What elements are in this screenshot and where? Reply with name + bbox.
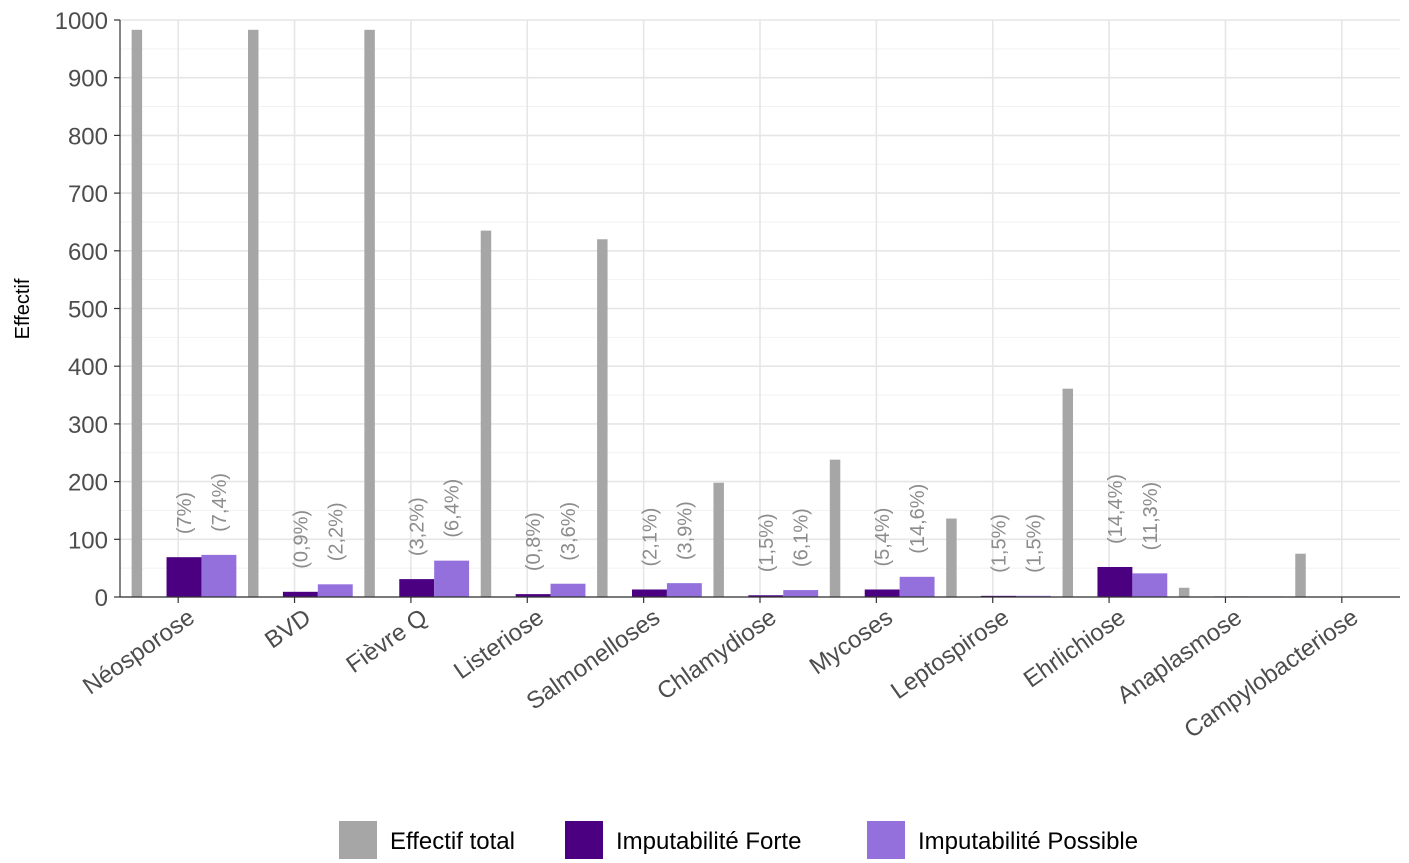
x-tick-label: Ehrlichiose (1019, 604, 1131, 693)
x-tick-label: Listeriose (449, 604, 549, 685)
bar-0-9 (1178, 587, 1190, 597)
legend-label: Effectif total (390, 828, 515, 855)
bar-0-0 (131, 29, 143, 597)
bar-0-5 (713, 482, 724, 597)
bar-1-8 (1097, 566, 1133, 597)
y-tick-label: 100 (68, 527, 108, 554)
y-tick-label: 1000 (55, 8, 108, 35)
y-tick-label: 200 (68, 470, 108, 497)
x-tick-label: BVD (260, 604, 316, 654)
percent-label: (6,4%) (442, 479, 464, 538)
y-axis: 0 100 200 300 400 500 600 700 800 900 1000 (55, 8, 121, 612)
bar-2-1 (317, 584, 353, 597)
legend-label: Imputabilité Possible (918, 828, 1138, 855)
y-axis-label: Effectif (12, 278, 34, 339)
bar-2-5 (783, 590, 819, 597)
percent-label: (7%) (174, 492, 196, 534)
y-tick-label: 900 (68, 66, 108, 93)
y-tick-label: 0 (95, 585, 108, 612)
percent-label: (11,3%) (1140, 482, 1162, 551)
bar-0-2 (364, 29, 375, 597)
legend-swatch (565, 821, 603, 859)
percent-label: (1,5%) (1023, 514, 1045, 573)
bar-0-10 (1295, 553, 1306, 597)
bar-1-3 (515, 594, 551, 597)
y-tick-label: 700 (68, 181, 108, 208)
y-tick-label: 600 (68, 239, 108, 266)
legend: Effectif total Imputabilité Forte Imputabi… (339, 821, 1138, 859)
bar-2-4 (666, 583, 702, 597)
legend-label: Imputabilité Forte (616, 828, 801, 855)
bar-0-3 (480, 230, 492, 598)
y-tick-label: 400 (68, 354, 108, 381)
percent-label: (0,8%) (523, 512, 545, 571)
bar-2-2 (434, 560, 470, 597)
bar-2-3 (550, 583, 586, 597)
percent-label: (7,4%) (209, 473, 231, 532)
legend-swatch (867, 821, 905, 859)
x-tick-label: Mycoses (805, 604, 898, 680)
percent-label: (3,6%) (558, 502, 580, 561)
bar-0-6 (829, 459, 841, 597)
bar-1-4 (632, 589, 667, 597)
y-tick-label: 500 (68, 297, 108, 324)
percent-label: (2,2%) (325, 502, 347, 561)
bar-2-8 (1132, 573, 1168, 597)
legend-swatch (339, 821, 377, 859)
percent-labels: (7%) (0,9%) (3,2%) (0,8%) (2,1%) (1,5%) (5,4%)… (174, 473, 1162, 573)
x-tick-label: Néosporose (78, 604, 200, 700)
y-tick-label: 800 (68, 123, 108, 150)
percent-label: (1,5%) (756, 513, 778, 572)
percent-label: (6,1%) (791, 508, 813, 567)
percent-label: (5,4%) (872, 508, 894, 567)
bar-1-2 (399, 579, 435, 597)
y-tick-label: 300 (68, 412, 108, 439)
percent-label: (3,2%) (407, 497, 429, 556)
bars (131, 29, 1306, 598)
x-axis: Néosporose BVD Fièvre Q ListerioseSalmonell… (78, 596, 1400, 744)
bar-0-8 (1062, 388, 1074, 597)
bar-1-5 (748, 595, 784, 597)
bar-1-6 (864, 589, 900, 597)
x-tick-label: Fièvre Q (341, 604, 432, 679)
percent-label: (3,9%) (674, 501, 696, 560)
percent-label: (1,5%) (989, 514, 1011, 573)
x-tick-label: Chlamydiose (652, 604, 781, 706)
bar-1-1 (282, 591, 318, 597)
percent-label: (2,1%) (639, 508, 661, 567)
x-tick-label: Leptospirose (886, 604, 1014, 705)
bar-1-0 (166, 557, 202, 597)
bar-0-1 (248, 29, 259, 597)
percent-label: (0,9%) (290, 510, 312, 569)
bar-2-6 (899, 576, 935, 597)
percent-label: (14,4%) (1105, 474, 1127, 544)
bar-0-4 (597, 239, 608, 597)
bar-0-7 (946, 518, 957, 597)
percent-label: (14,6%) (907, 484, 929, 554)
bar-2-0 (201, 554, 237, 597)
